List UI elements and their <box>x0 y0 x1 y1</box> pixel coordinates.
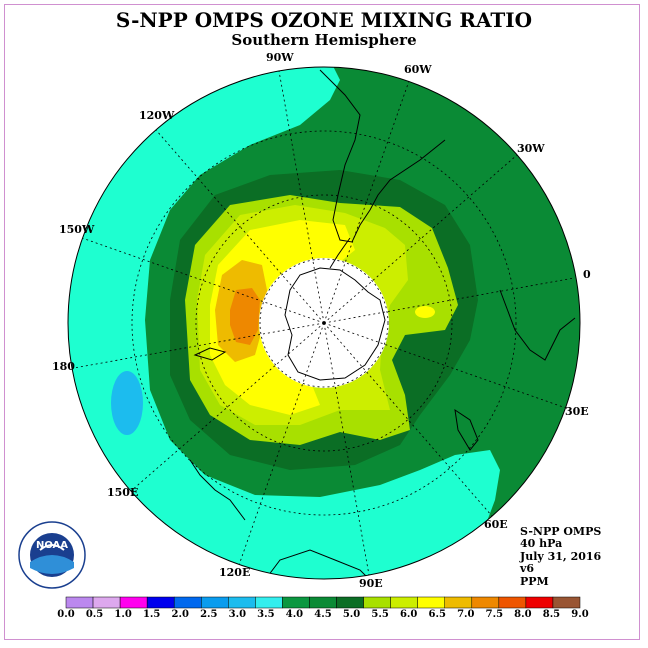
colorbar-tick-label: 1.5 <box>142 609 161 620</box>
colorbar-swatch <box>65 596 94 609</box>
colorbar-swatch <box>498 596 527 609</box>
ozone-field-orange <box>230 288 260 345</box>
lon-label-60w: 60W <box>404 63 432 76</box>
island-arcs <box>189 459 246 521</box>
madagascar-coast <box>454 408 479 451</box>
ozone-field-yellow-patch <box>415 306 435 318</box>
colorbar-tick-label: 7.5 <box>485 609 504 620</box>
colorbar-swatch <box>417 596 445 609</box>
lon-label-60e: 60E <box>484 518 508 531</box>
lon-label-120w: 120W <box>139 109 175 122</box>
ozone-field-low-pocket <box>111 371 143 435</box>
lon-label-90e: 90E <box>359 577 383 590</box>
longitude-lines <box>73 70 575 576</box>
colorbar-swatch <box>228 596 256 609</box>
colorbar-tick-label: 7.0 <box>457 609 475 620</box>
info-pressure: 40 hPa <box>520 537 563 551</box>
colorbar <box>65 596 581 609</box>
latitude-circles <box>131 130 517 516</box>
colorbar-swatch <box>173 596 202 609</box>
colorbar-tick-label: 4.5 <box>314 609 332 620</box>
colorbar-tick-label: 0.5 <box>85 609 104 620</box>
colorbar-tick-label: 9.0 <box>571 609 589 620</box>
lon-label-0: 0 <box>583 268 591 281</box>
map-title: S-NPP OMPS OZONE MIXING RATIO <box>115 8 533 32</box>
colorbar-tick-label: 6.0 <box>399 609 418 620</box>
lon-label-30w: 30W <box>517 142 545 155</box>
colorbar-tick-label: 6.5 <box>428 609 446 620</box>
south-pole-marker <box>322 321 326 325</box>
lon-label-30e: 30E <box>565 405 589 418</box>
colorbar-tick-label: 3.0 <box>228 609 247 620</box>
colorbar-tick-label: 5.5 <box>371 609 389 620</box>
colorbar-swatch <box>525 596 554 609</box>
colorbar-tick-label: 2.5 <box>200 609 218 620</box>
australia-coast <box>264 549 391 579</box>
colorbar-tick-label: 2.0 <box>171 609 189 620</box>
lon-label-120e: 120E <box>219 566 251 579</box>
new-zealand-coast <box>193 347 227 361</box>
info-instrument: S-NPP OMPS <box>520 525 602 538</box>
info-date: July 31, 2016 <box>520 549 602 563</box>
colorbar-tick-label: 4.0 <box>285 609 304 620</box>
coastlines <box>189 69 576 579</box>
south-america-coast <box>319 69 446 243</box>
product-info: S-NPP OMPS 40 hPa July 31, 2016 v6 PPM <box>520 525 602 588</box>
colorbar-swatch <box>309 596 337 609</box>
colorbar-tick-label: 8.0 <box>514 609 532 620</box>
colorbar-swatch <box>92 596 121 609</box>
lon-label-180: 180 <box>52 360 75 373</box>
info-units: PPM <box>520 574 549 588</box>
colorbar-swatch <box>119 596 148 609</box>
colorbar-swatch <box>336 596 364 609</box>
lon-label-90w: 90W <box>266 51 294 64</box>
colorbar-tick-label: 0.0 <box>57 609 75 620</box>
colorbar-swatch <box>146 596 175 609</box>
map-subtitle: Southern Hemisphere <box>231 31 417 49</box>
colorbar-swatch <box>255 596 283 609</box>
colorbar-swatch <box>471 596 500 609</box>
plot-frame <box>4 4 640 640</box>
noaa-logo-text: NOAA <box>36 540 68 551</box>
colorbar-swatch <box>444 596 473 609</box>
info-version: v6 <box>520 562 535 576</box>
colorbar-swatch <box>282 596 310 609</box>
noaa-logo: NOAA <box>18 521 86 589</box>
colorbar-swatch <box>390 596 418 609</box>
colorbar-tick-label: 5.0 <box>342 609 361 620</box>
colorbar-tick-label: 8.5 <box>542 609 561 620</box>
ozone-field-tropics <box>68 67 500 579</box>
antarctica-coast <box>284 267 386 381</box>
colorbar-swatch <box>201 596 229 609</box>
colorbar-tick-label: 1.0 <box>114 609 132 620</box>
colorbar-swatch <box>363 596 391 609</box>
map-boundary <box>67 66 581 580</box>
africa-coast <box>499 289 576 361</box>
lon-label-150w: 150W <box>59 223 95 236</box>
colorbar-tick-label: 3.5 <box>257 609 275 620</box>
colorbar-swatch <box>552 596 581 609</box>
lon-label-150e: 150E <box>107 486 139 499</box>
